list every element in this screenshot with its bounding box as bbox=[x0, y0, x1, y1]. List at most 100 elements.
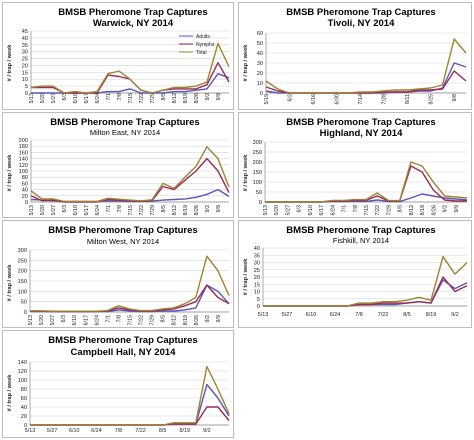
y-tick-label: 150 bbox=[253, 170, 262, 176]
x-tick-label: 6/10 bbox=[73, 205, 79, 216]
x-tick-label: 5/13 bbox=[263, 205, 269, 216]
x-tick-label: 6/17 bbox=[84, 205, 90, 216]
y-tick-label: 100 bbox=[19, 169, 28, 175]
x-tick-label: 9/9 bbox=[216, 315, 222, 323]
chart-title: BMSB Pheromone Trap Captures bbox=[48, 335, 197, 346]
x-tick-label: 5/13 bbox=[258, 312, 269, 318]
y-tick-label: 100 bbox=[18, 378, 27, 384]
y-tick-label: 120 bbox=[19, 163, 28, 169]
y-axis-label: # / trap / week bbox=[7, 44, 13, 82]
x-tick-label: 7/8 bbox=[116, 315, 122, 323]
x-tick-label: 8/19 bbox=[183, 315, 189, 326]
x-tick-label: 6/17 bbox=[319, 205, 325, 216]
y-tick-label: 180 bbox=[19, 144, 28, 150]
x-tick-label: 5/13 bbox=[29, 93, 35, 104]
legend-label-total: Total bbox=[196, 50, 207, 56]
x-tick-label: 7/8 bbox=[117, 205, 123, 213]
y-tick-label: 40 bbox=[22, 36, 28, 42]
chart-subtitle: Highland, NY 2014 bbox=[320, 128, 403, 139]
y-tick-label: 0 bbox=[259, 200, 262, 206]
x-tick-label: 5/13 bbox=[29, 205, 35, 216]
x-tick-label: 8/26 bbox=[194, 315, 200, 326]
series-line-adults bbox=[30, 284, 230, 313]
x-tick-label: 9/2 bbox=[205, 315, 211, 323]
x-tick-label: 6/24 bbox=[94, 315, 100, 326]
x-tick-label: 7/22 bbox=[375, 205, 381, 216]
x-tick-label: 8/19 bbox=[183, 93, 189, 104]
x-tick-label: 8/26 bbox=[194, 205, 200, 216]
chart-panel-highland: BMSB Pheromone Trap Captures Highland, N… bbox=[238, 112, 472, 218]
x-tick-label: 6/10 bbox=[69, 428, 80, 434]
y-tick-label: 80 bbox=[22, 175, 28, 181]
x-tick-label: 9/2 bbox=[451, 312, 459, 318]
y-axis-label: # / trap / week bbox=[7, 374, 13, 412]
y-tick-label: 200 bbox=[18, 269, 27, 275]
x-tick-label: 8/12 bbox=[172, 315, 178, 326]
x-tick-label: 8/19 bbox=[420, 205, 426, 216]
x-tick-label: 7/22 bbox=[139, 205, 145, 216]
chart-title: BMSB Pheromone Trap Captures bbox=[58, 7, 207, 18]
x-tick-label: 9/2 bbox=[203, 428, 211, 434]
series-line-total bbox=[265, 161, 468, 203]
y-tick-label: 160 bbox=[19, 150, 28, 156]
y-tick-label: 80 bbox=[21, 387, 27, 393]
x-tick-label: 8/12 bbox=[409, 205, 415, 216]
x-tick-label: 5/27 bbox=[51, 205, 57, 216]
x-tick-label: 6/24 bbox=[95, 205, 101, 216]
x-tick-label: 5/20 bbox=[40, 205, 46, 216]
x-tick-label: 7/22 bbox=[139, 315, 145, 326]
x-tick-label: 9/9 bbox=[454, 205, 460, 213]
y-tick-label: 15 bbox=[254, 282, 260, 288]
x-tick-label: 6/17 bbox=[83, 315, 89, 326]
chart-title: BMSB Pheromone Trap Captures bbox=[286, 117, 435, 128]
series-line-nymphs bbox=[265, 70, 467, 94]
x-tick-label: 7/8 bbox=[117, 93, 123, 101]
y-tick-label: 300 bbox=[18, 248, 27, 254]
y-tick-label: 30 bbox=[22, 50, 28, 56]
y-tick-label: 200 bbox=[19, 138, 28, 144]
y-tick-label: 0 bbox=[25, 91, 28, 97]
x-tick-label: 6/10 bbox=[72, 315, 78, 326]
chart-panel-tivoli: BMSB Pheromone Trap Captures Tivoli, NY … bbox=[238, 2, 472, 110]
series-line-total bbox=[30, 365, 230, 426]
x-tick-label: 5/13 bbox=[28, 315, 34, 326]
y-tick-label: 15 bbox=[22, 70, 28, 76]
x-tick-label: 5/27 bbox=[282, 312, 293, 318]
chart-milton-west: BMSB Pheromone Trap Captures Milton West… bbox=[7, 225, 230, 326]
x-tick-label: 6/3 bbox=[62, 93, 68, 101]
series-line-total bbox=[265, 38, 467, 94]
chart-subtitle: Fishkill, NY 2014 bbox=[333, 236, 389, 245]
x-tick-label: 6/24 bbox=[95, 93, 101, 104]
y-tick-label: 20 bbox=[22, 63, 28, 69]
x-tick-label: 8/5 bbox=[161, 315, 167, 323]
x-tick-label: 7/1 bbox=[105, 315, 111, 323]
chart-panel-fishkill: BMSB Pheromone Trap Captures Fishkill, N… bbox=[238, 220, 472, 328]
x-tick-label: 7/22 bbox=[378, 312, 389, 318]
chart-title: BMSB Pheromone Trap Captures bbox=[286, 7, 435, 18]
chart-subtitle: Milton West, NY 2014 bbox=[87, 237, 159, 246]
y-tick-label: 250 bbox=[18, 258, 27, 264]
x-tick-label: 5/27 bbox=[50, 315, 56, 326]
y-tick-label: 10 bbox=[254, 290, 260, 296]
x-tick-label: 8/19 bbox=[426, 312, 437, 318]
legend-label-nymphs: Nymphs bbox=[196, 42, 215, 48]
y-tick-label: 40 bbox=[22, 188, 28, 194]
x-tick-label: 7/29 bbox=[150, 205, 156, 216]
x-tick-label: 6/16 bbox=[311, 94, 317, 105]
x-tick-label: 5/20 bbox=[39, 315, 45, 326]
chart-milton-east: BMSB Pheromone Trap Captures Milton East… bbox=[7, 117, 230, 216]
x-tick-label: 5/13 bbox=[25, 428, 36, 434]
x-tick-label: 7/22 bbox=[139, 93, 145, 104]
chart-subtitle: Milton East, NY 2014 bbox=[90, 128, 160, 137]
y-tick-label: 0 bbox=[25, 200, 28, 206]
x-tick-label: 5/27 bbox=[47, 428, 58, 434]
y-tick-label: 5 bbox=[25, 84, 28, 90]
x-tick-label: 8/19 bbox=[183, 205, 189, 216]
y-tick-label: 50 bbox=[257, 41, 263, 47]
chart-panel-milton-east: BMSB Pheromone Trap Captures Milton East… bbox=[2, 112, 234, 218]
series-line-total bbox=[30, 146, 230, 203]
x-tick-label: 7/15 bbox=[128, 205, 134, 216]
x-tick-label: 8/26 bbox=[194, 93, 200, 104]
x-tick-label: 5/20 bbox=[40, 93, 46, 104]
series-line-nymphs bbox=[30, 157, 230, 203]
